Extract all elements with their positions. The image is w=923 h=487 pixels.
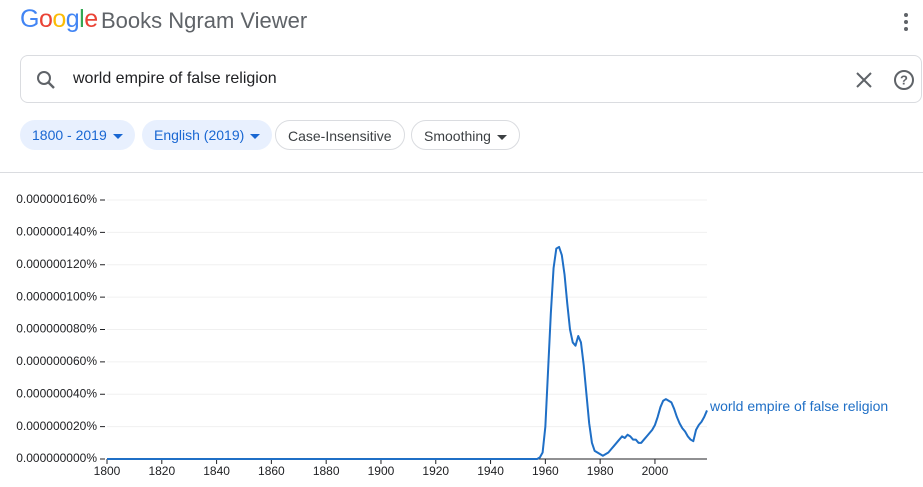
x-tick-label: 2000	[642, 464, 669, 478]
y-tick-label: 0.000000140%	[16, 225, 97, 239]
clear-button[interactable]	[855, 71, 873, 89]
x-tick-label: 1800	[94, 464, 121, 478]
x-tick-label: 1960	[532, 464, 559, 478]
x-tick-label: 1980	[587, 464, 614, 478]
chart: 0.000000000% 0.000000020% 0.000000040% 0.00…	[16, 192, 888, 478]
x-tick-label: 1900	[368, 464, 395, 478]
case-chip[interactable]: Case-Insensitive	[275, 120, 405, 150]
x-tick-label: 1880	[313, 464, 340, 478]
x-tick-label: 1940	[477, 464, 504, 478]
x-tick-label: 1920	[422, 464, 449, 478]
y-tick-label: 0.000000160%	[16, 192, 97, 206]
svg-text:?: ?	[900, 73, 908, 88]
search-icon	[37, 71, 55, 89]
search-box[interactable]: world empire of false religion ?	[20, 55, 922, 103]
divider	[0, 172, 923, 173]
y-tick-label: 0.000000020%	[16, 419, 97, 433]
y-tick-label: 0.000000040%	[16, 386, 97, 400]
y-tick-label: 0.000000100%	[16, 289, 97, 303]
series-label: world empire of false religion	[709, 398, 888, 414]
year-range-chip[interactable]: 1800 - 2019	[20, 120, 135, 150]
logo[interactable]: Google	[20, 5, 98, 33]
chip-label: Smoothing	[424, 128, 491, 144]
y-tick-label: 0.000000080%	[16, 322, 97, 336]
x-tick-label: 1820	[148, 464, 175, 478]
menu-button[interactable]	[903, 12, 909, 32]
chip-label: English (2019)	[154, 127, 245, 143]
y-tick-label: 0.000000000%	[16, 451, 97, 465]
app-title: Books Ngram Viewer	[101, 8, 308, 33]
x-tick-label: 1860	[258, 464, 285, 478]
chip-label: Case-Insensitive	[288, 128, 392, 144]
help-button[interactable]: ?	[893, 69, 915, 91]
chip-label: 1800 - 2019	[32, 127, 107, 143]
search-query[interactable]: world empire of false religion	[73, 70, 277, 87]
y-tick-label: 0.000000120%	[16, 257, 97, 271]
smoothing-chip[interactable]: Smoothing	[411, 120, 520, 150]
x-tick-label: 1840	[203, 464, 230, 478]
y-tick-label: 0.000000060%	[16, 354, 97, 368]
corpus-chip[interactable]: English (2019)	[142, 120, 273, 150]
data-line	[107, 245, 708, 460]
